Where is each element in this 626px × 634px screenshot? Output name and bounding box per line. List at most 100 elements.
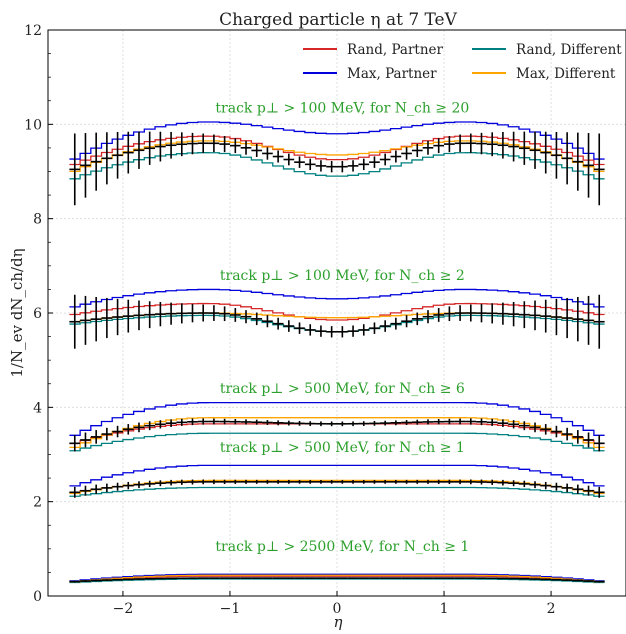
- data-point: [551, 131, 562, 179]
- series-max-different-4: [69, 574, 605, 583]
- data-point: [294, 421, 305, 426]
- data-point: [144, 131, 156, 165]
- data-point: [358, 479, 370, 484]
- data-point: [358, 577, 370, 579]
- data-point: [390, 479, 402, 484]
- group-label-0: track p⊥ > 100 MeV, for N_ch ≥ 20: [215, 101, 469, 117]
- series-rand-partner-1: [69, 302, 605, 321]
- series-rand-partner-0: [69, 135, 605, 166]
- data-point: [326, 479, 337, 484]
- y-tick-label: 0: [33, 589, 42, 605]
- data-point: [69, 133, 81, 206]
- data-point: [229, 419, 241, 425]
- data-point: [272, 150, 284, 163]
- data-point: [240, 479, 252, 484]
- chart-title: Charged particle η at 7 TeV: [219, 10, 458, 30]
- data-point: [69, 580, 81, 583]
- data-point: [561, 427, 573, 441]
- data-point: [572, 132, 584, 191]
- data-point: [187, 479, 198, 485]
- data-point: [518, 131, 530, 165]
- data-point: [80, 133, 91, 198]
- data-point: [80, 432, 91, 448]
- data-point: [272, 420, 284, 426]
- data-point: [433, 138, 445, 154]
- data-point: [465, 133, 477, 153]
- data-point: [540, 578, 552, 581]
- data-point: [508, 480, 519, 487]
- legend-label: Rand, Partner: [347, 42, 444, 58]
- data-point: [219, 136, 230, 153]
- data-point: [508, 301, 519, 327]
- data-point: [561, 483, 573, 493]
- series-rand-different-0: [69, 152, 605, 180]
- data-point: [315, 421, 327, 427]
- x-tick-label: −2: [113, 601, 134, 617]
- data-point: [262, 479, 273, 484]
- data-point: [593, 133, 605, 206]
- data-point: [197, 304, 209, 322]
- data-point: [369, 421, 380, 426]
- data-point: [379, 420, 391, 426]
- data-point: [69, 294, 81, 349]
- data-point: [219, 418, 230, 425]
- x-axis-label: η: [334, 613, 343, 631]
- data-point: [551, 482, 562, 491]
- data-point: [251, 143, 263, 158]
- y-tick-label: 10: [24, 117, 42, 133]
- data-point: [465, 304, 477, 322]
- data-point: [476, 132, 487, 155]
- data-point: [262, 147, 273, 160]
- data-point: [197, 418, 209, 425]
- data-point: [390, 317, 402, 330]
- data-point: [337, 479, 348, 484]
- data-point: [187, 303, 198, 323]
- data-point: [155, 301, 166, 327]
- data-point: [165, 302, 177, 325]
- annotation-layer: track p⊥ > 100 MeV, for N_ch ≥ 20 track p…: [215, 101, 469, 556]
- data-point: [208, 418, 220, 425]
- series-rand-different-4: [69, 578, 605, 584]
- legend-item: Rand, Different: [472, 42, 622, 58]
- data-point: [593, 580, 605, 583]
- data-point: [133, 578, 145, 580]
- data-point: [369, 479, 380, 484]
- data-point: [294, 479, 305, 484]
- data-point: [229, 308, 241, 322]
- data-point: [411, 143, 423, 158]
- data-point: [454, 134, 466, 153]
- data-point: [112, 482, 123, 491]
- x-tick-label: 2: [547, 601, 556, 617]
- data-point: [283, 420, 295, 426]
- series-max-partner-0: [69, 121, 605, 160]
- legend: Rand, Partner Max, Partner Rand, Different…: [303, 42, 622, 82]
- data-point: [518, 301, 530, 329]
- data-point: [401, 315, 412, 328]
- data-point: [251, 577, 263, 579]
- data-point: [476, 479, 487, 485]
- data-point: [411, 419, 423, 425]
- y-tick-label: 12: [24, 23, 42, 39]
- data-point: [240, 310, 252, 324]
- y-tick-label: 4: [33, 400, 42, 416]
- data-point: [262, 577, 273, 579]
- data-point: [197, 479, 209, 485]
- data-point: [176, 132, 188, 157]
- data-point: [133, 422, 145, 433]
- data-point: [551, 298, 562, 336]
- data-point: [176, 479, 188, 485]
- series-max-partner-4: [69, 573, 605, 582]
- data-point: [240, 419, 252, 425]
- data-point: [240, 577, 252, 579]
- grid: [48, 30, 626, 596]
- data-point: [540, 481, 552, 490]
- data-point: [165, 479, 177, 486]
- series-rand-different-3: [69, 486, 605, 497]
- data-point: [229, 479, 241, 484]
- data-point: [444, 306, 455, 322]
- data-point: [122, 131, 134, 174]
- data-point: [315, 325, 327, 337]
- data-point: [112, 578, 123, 581]
